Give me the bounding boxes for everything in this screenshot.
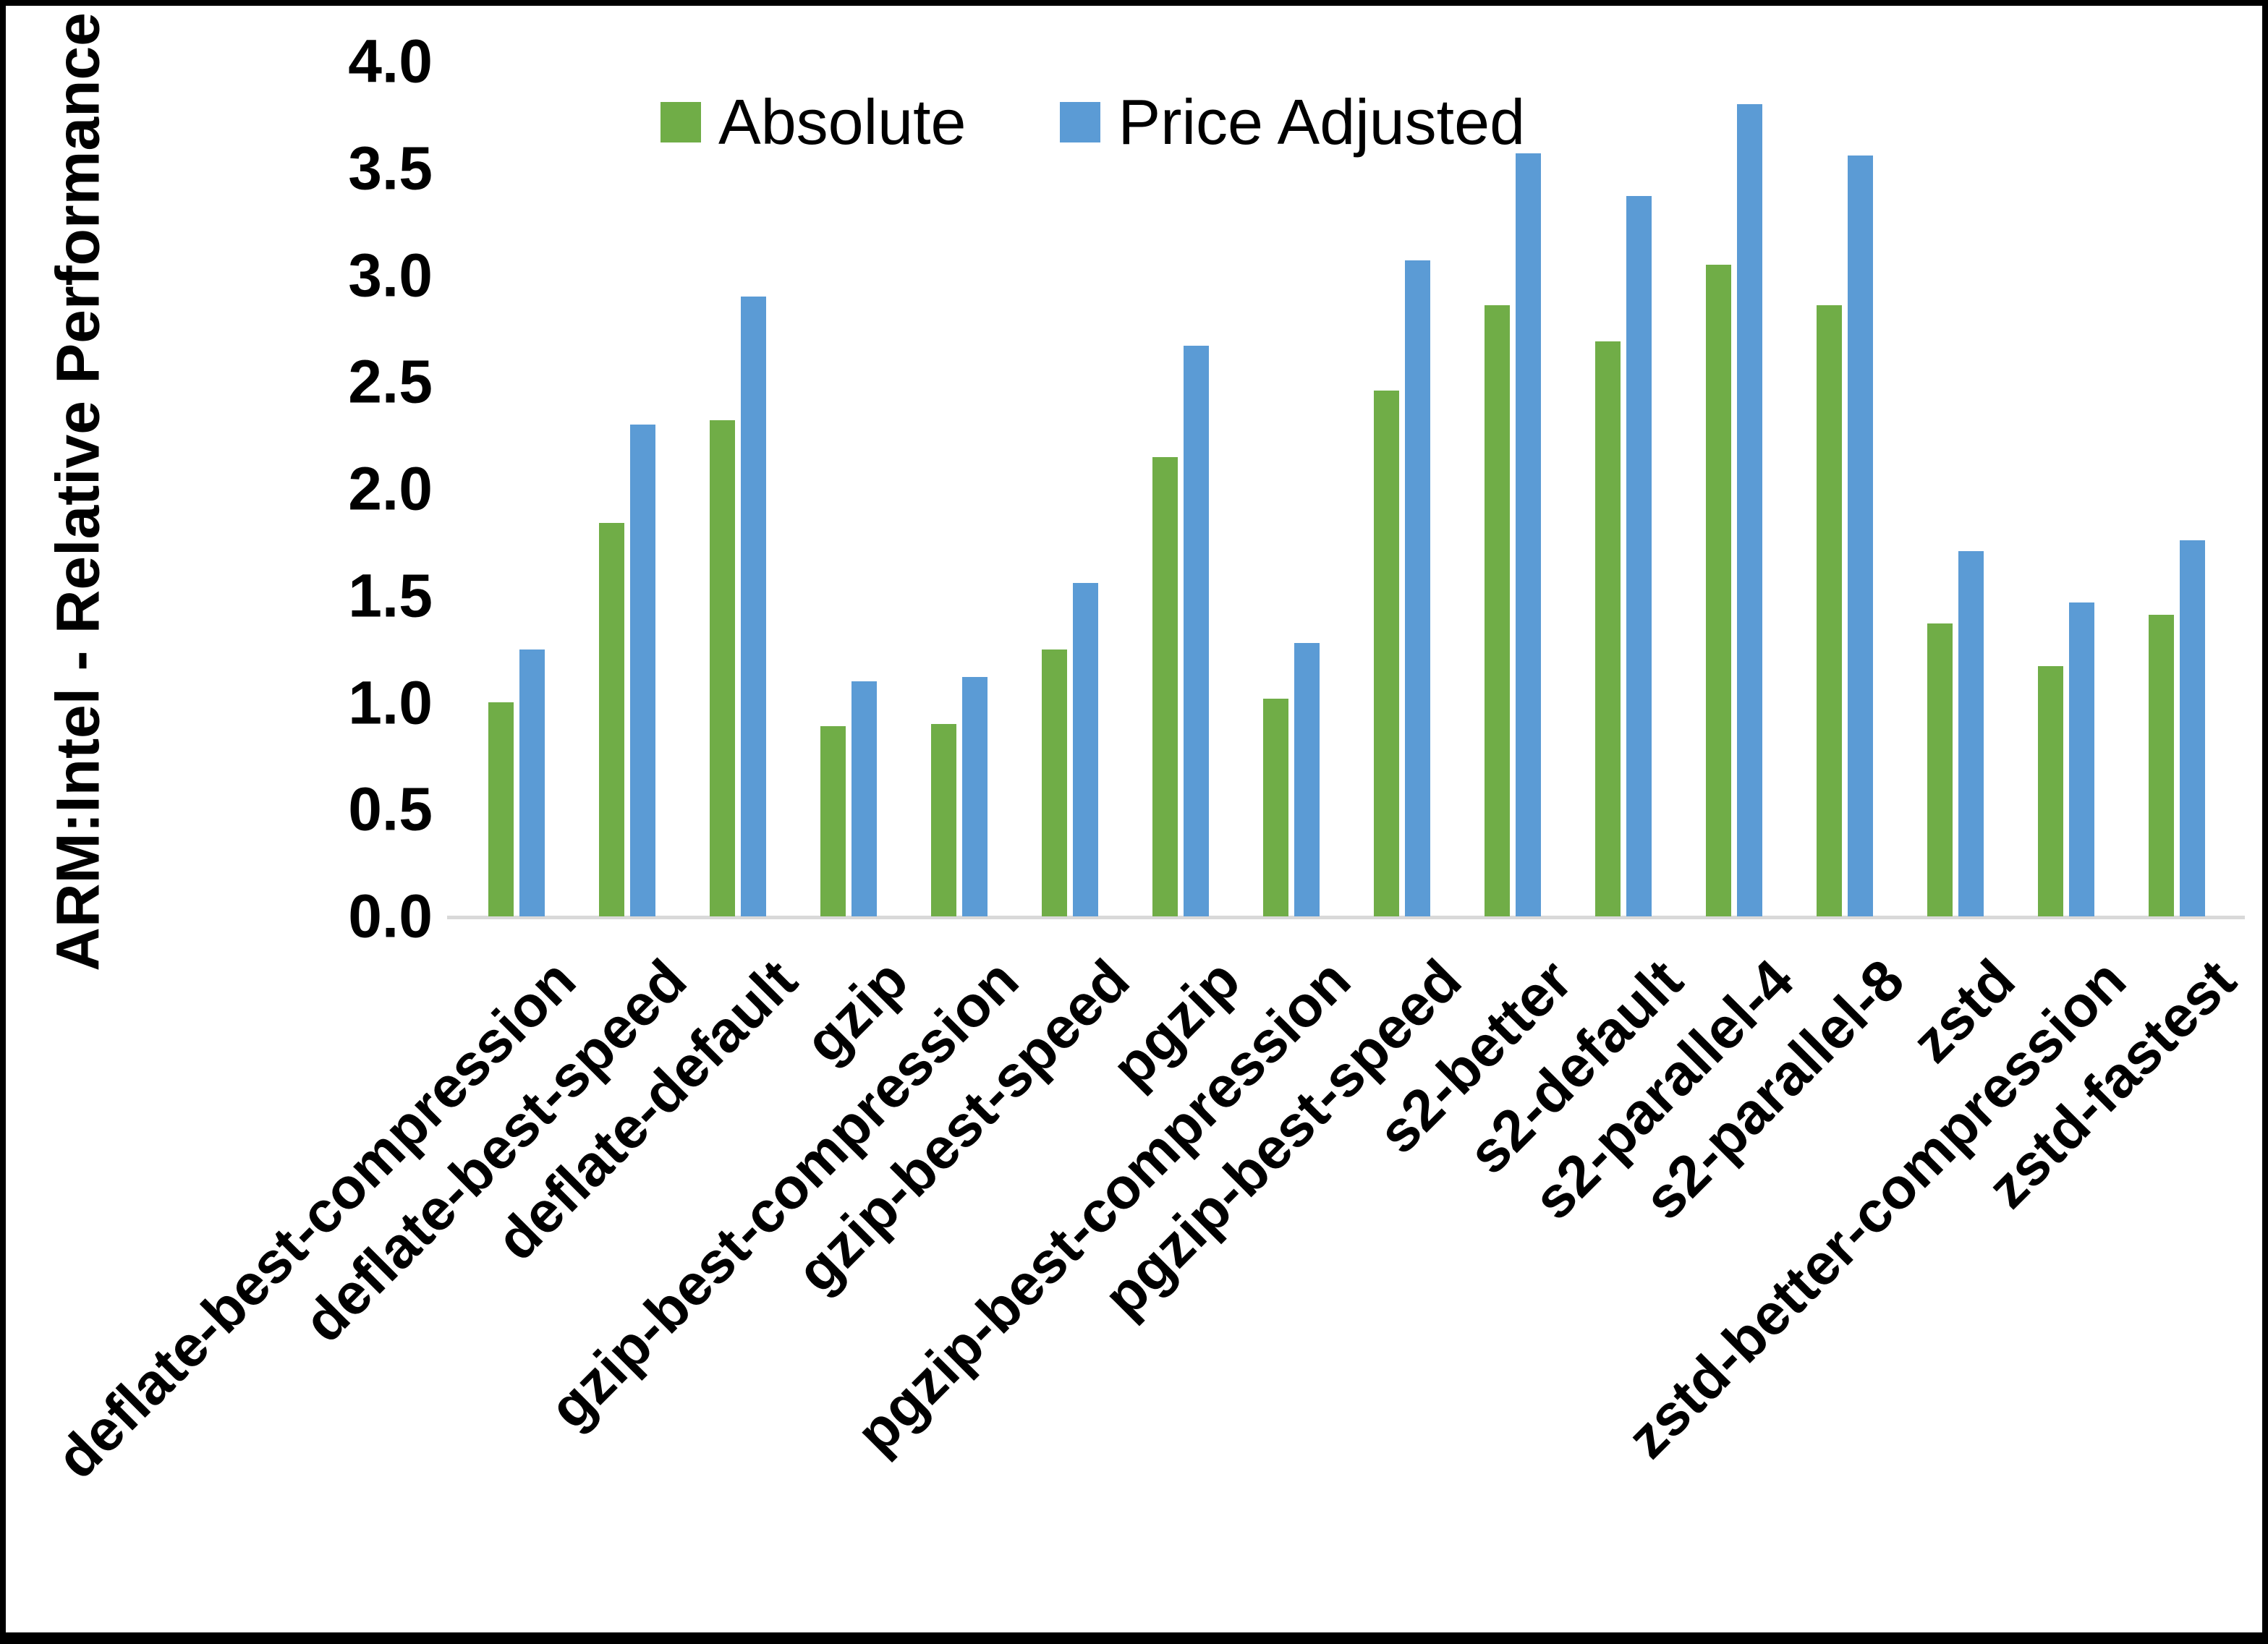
y-tick-label: 3.5	[348, 134, 433, 203]
bar-absolute	[1152, 457, 1178, 916]
y-tick-label: 1.0	[348, 668, 433, 736]
x-axis-line	[447, 916, 2245, 919]
y-tick-label: 0.0	[348, 882, 433, 950]
bar-price-adjusted	[741, 297, 766, 916]
bar-absolute	[931, 724, 956, 916]
y-tick-label: 2.0	[348, 454, 433, 523]
bar-absolute	[1263, 699, 1288, 916]
legend-swatch-price-adjusted	[1060, 102, 1101, 142]
bar-absolute	[1927, 623, 1953, 916]
bar-absolute	[710, 420, 735, 916]
bar-price-adjusted	[1737, 104, 1762, 916]
bar-absolute	[1706, 265, 1731, 916]
y-tick-label: 0.5	[348, 775, 433, 843]
bar-absolute	[1374, 391, 1399, 916]
bar-price-adjusted	[2180, 540, 2205, 916]
legend-label-absolute: Absolute	[718, 86, 967, 158]
bar-absolute	[2149, 615, 2174, 916]
bar-absolute	[1042, 649, 1067, 916]
bar-absolute	[599, 523, 624, 916]
bar-price-adjusted	[1294, 643, 1320, 916]
legend-item-absolute: Absolute	[661, 85, 966, 159]
bar-absolute	[1485, 305, 1510, 916]
legend-swatch-absolute	[661, 102, 701, 142]
bar-absolute	[1817, 305, 1842, 916]
bar-price-adjusted	[1848, 156, 1873, 916]
bar-price-adjusted	[1626, 196, 1652, 916]
bar-price-adjusted	[1516, 153, 1541, 916]
chart-legend: Absolute Price Adjusted	[661, 85, 1525, 159]
bar-price-adjusted	[519, 649, 545, 916]
bar-absolute	[820, 726, 846, 916]
bar-price-adjusted	[1184, 346, 1209, 916]
bar-absolute	[1595, 341, 1621, 916]
y-tick-label: 4.0	[348, 27, 433, 95]
y-axis-tick-labels: 4.0 3.5 3.0 2.5 2.0 1.5 1.0 0.5 0.0	[223, 27, 433, 950]
bar-absolute	[2038, 666, 2063, 916]
y-tick-label: 2.5	[348, 347, 433, 416]
bar-price-adjusted	[1958, 551, 1984, 916]
plot-area: deflate-best-compression deflate-best-spe…	[44, 61, 2248, 1491]
bar-price-adjusted	[2069, 602, 2094, 916]
y-tick-label: 1.5	[348, 561, 433, 630]
legend-item-price-adjusted: Price Adjusted	[1060, 85, 1525, 159]
legend-label-price-adjusted: Price Adjusted	[1118, 86, 1526, 158]
y-tick-label: 3.0	[348, 241, 433, 309]
bar-price-adjusted	[630, 425, 655, 916]
bar-absolute	[488, 702, 514, 916]
bar-price-adjusted	[1073, 583, 1098, 916]
bar-price-adjusted	[962, 677, 988, 916]
bar-price-adjusted	[851, 681, 877, 916]
bar-price-adjusted	[1405, 260, 1430, 916]
y-axis-title: ARM:Intel - Relative Performance	[43, 12, 112, 971]
